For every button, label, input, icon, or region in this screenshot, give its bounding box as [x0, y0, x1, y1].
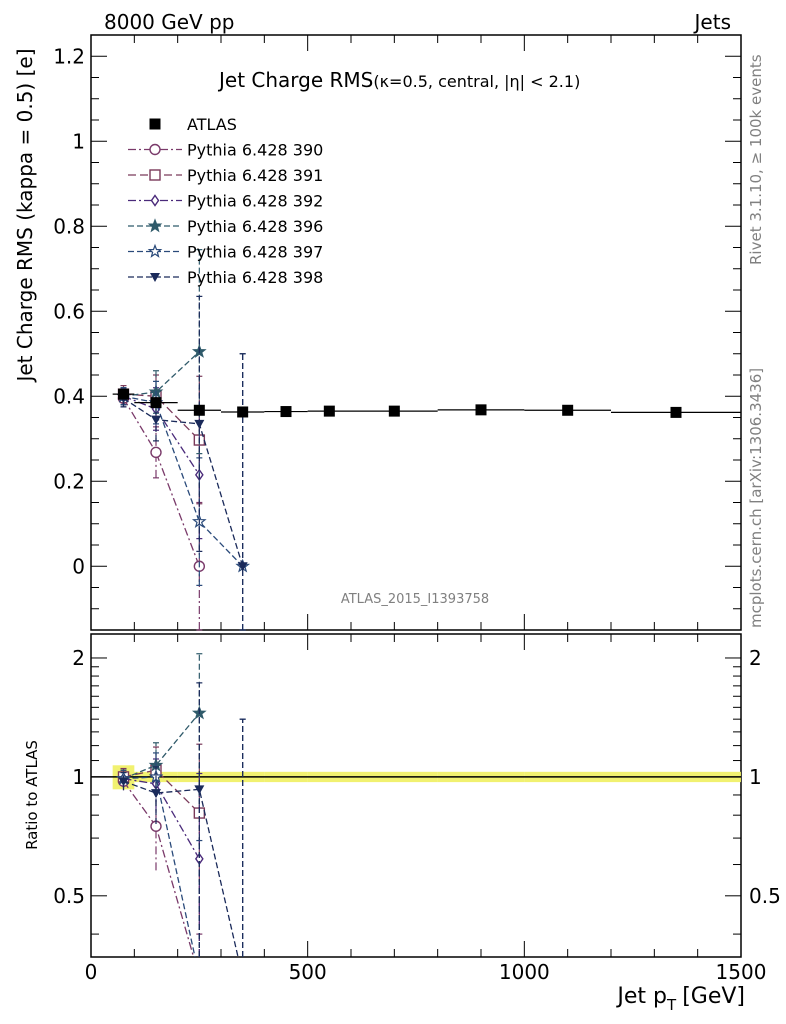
legend-item: Pythia 6.428 391	[128, 166, 323, 185]
legend-marker	[150, 194, 160, 207]
reference-point	[388, 405, 400, 417]
main-y-tick-label: 0.2	[53, 469, 85, 493]
x-axis-label-main: Jet p	[615, 984, 667, 1009]
ratio-series-line	[123, 769, 200, 814]
reference-point	[562, 404, 574, 416]
ratio-uncertainty-band	[91, 765, 741, 790]
x-tick-label: 1000	[499, 960, 550, 984]
x-ticks: 0 500 1000 1500	[85, 35, 767, 984]
main-y-tick-label: 0.6	[53, 299, 85, 323]
reference-point	[150, 397, 162, 409]
header-left: 8000 GeV pp	[104, 10, 235, 34]
ratio-y-axis-label: Ratio to ATLAS	[23, 740, 41, 850]
main-series-5	[118, 295, 248, 631]
chart-title: Jet Charge RMS(κ=0.5, central, |η| < 2.1…	[217, 68, 580, 92]
legend-label-atlas: ATLAS	[187, 115, 237, 134]
ratio-series-line	[123, 776, 196, 957]
legend-item-atlas: ATLAS	[149, 115, 237, 134]
main-series-point	[150, 446, 162, 459]
ratio-series-line	[123, 780, 239, 957]
main-y-tick-label: 1	[72, 129, 85, 153]
reference-point	[237, 406, 249, 418]
legend-item: Pythia 6.428 390	[128, 141, 323, 160]
ratio-y-tick-label: 0.5	[53, 884, 85, 908]
legend-item: Pythia 6.428 396	[128, 217, 323, 236]
main-y-axis-label: Jet Charge RMS (kappa = 0.5) [e]	[13, 48, 37, 383]
legend-item: Pythia 6.428 392	[128, 192, 323, 211]
legend-label: Pythia 6.428 396	[187, 217, 323, 236]
legend-label: Pythia 6.428 392	[187, 192, 323, 211]
legend-label: Pythia 6.428 390	[187, 141, 323, 160]
analysis-id: ATLAS_2015_I1393758	[341, 592, 489, 607]
ratio-y-tick-label: 1	[72, 765, 85, 789]
ratio-y-tick-label-right: 0.5	[749, 884, 781, 908]
ratio-series-line	[123, 712, 200, 780]
main-y-tick-label: 0.8	[53, 214, 85, 238]
main-y-tick-label: 1.2	[53, 44, 85, 68]
main-y-tick-label: 0	[72, 554, 85, 578]
main-series-line	[122, 398, 200, 567]
legend-marker	[147, 243, 163, 258]
header-right: Jets	[693, 10, 731, 34]
mcplots-label: mcplots.cern.ch [arXiv:1306.3436]	[747, 368, 765, 628]
main-series-0	[117, 389, 206, 631]
legend-marker	[149, 143, 161, 156]
legend-marker	[149, 169, 161, 181]
legend-label: Pythia 6.428 397	[187, 243, 323, 262]
main-y-ticks: 0 0.2 0.4 0.6 0.8 1 1.2	[53, 34, 741, 610]
reference-point	[323, 405, 335, 417]
ratio-series-point	[194, 785, 205, 795]
chart-subtitle: (κ=0.5, central, |η| < 2.1)	[373, 72, 580, 91]
reference-point	[118, 388, 129, 400]
ratio-series-5	[118, 682, 246, 957]
x-tick-label: 0	[85, 960, 98, 984]
legend-item: Pythia 6.428 397	[128, 243, 323, 262]
legend-marker	[150, 273, 160, 282]
x-axis-label-sub: T	[666, 996, 677, 1014]
ratio-series-line	[122, 780, 195, 957]
ratio-series-layer	[116, 653, 246, 957]
reference-point	[193, 404, 205, 416]
legend: ATLAS Pythia 6.428 390 Pythia 6.428 391 Pyt…	[128, 115, 323, 287]
ratio-series-point	[118, 777, 129, 787]
ratio-y-tick-label-right: 1	[749, 765, 762, 789]
x-tick-label: 1500	[716, 960, 767, 984]
reference-point	[475, 404, 487, 416]
legend-item: Pythia 6.428 398	[128, 268, 323, 287]
x-axis-label-unit: [GeV]	[682, 984, 745, 1009]
main-series-layer	[112, 249, 741, 631]
reference-series	[112, 388, 741, 418]
ratio-plot-frame	[90, 633, 742, 958]
main-series-point	[194, 419, 205, 429]
x-tick-label: 500	[289, 960, 327, 984]
ratio-y-tick-label: 2	[72, 646, 85, 670]
chart-title-main: Jet Charge RMS	[217, 68, 373, 92]
main-series-line	[123, 393, 200, 441]
legend-marker-atlas	[149, 118, 161, 130]
reference-point	[670, 406, 682, 418]
main-series-point	[151, 415, 161, 425]
legend-marker	[147, 218, 163, 233]
rivet-version-label: Rivet 3.1.10, ≥ 100k events	[747, 54, 765, 265]
ratio-frame-border	[90, 633, 742, 958]
reference-point	[280, 406, 292, 418]
legend-label: Pythia 6.428 391	[187, 166, 323, 185]
main-series-line	[123, 395, 244, 567]
ratio-y-tick-label-right: 2	[749, 646, 762, 670]
ratio-series-0	[117, 772, 203, 957]
ratio-series-point	[151, 789, 161, 799]
main-series-point	[237, 562, 248, 572]
x-axis-label: Jet pT [GeV]	[615, 984, 745, 1014]
main-series-line	[123, 397, 244, 567]
ratio-y-ticks: 0.5 0.5 1 1 2 2	[53, 646, 781, 935]
ratio-series-4	[116, 718, 246, 957]
legend-label: Pythia 6.428 398	[187, 268, 323, 287]
main-y-tick-label: 0.4	[53, 384, 85, 408]
